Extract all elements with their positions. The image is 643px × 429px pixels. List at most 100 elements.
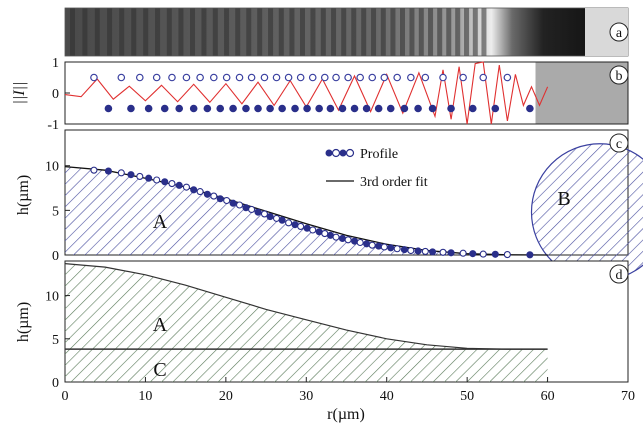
panel-c-profile-point bbox=[375, 242, 383, 250]
panel-d-region-a-label: A bbox=[153, 314, 168, 336]
panel-b-filled-marker bbox=[400, 104, 409, 113]
panel-b-filled-marker bbox=[242, 104, 250, 113]
panel-d-ylabel: h(µm) bbox=[15, 302, 32, 342]
panel-c-profile-point bbox=[210, 192, 218, 200]
panel-b-filled-marker bbox=[526, 104, 534, 113]
panel-c-profile-point bbox=[338, 234, 347, 243]
panel-b-filled-marker bbox=[468, 104, 477, 113]
panel-b-ylabel: ||I|| bbox=[11, 82, 28, 105]
panel-b-filled-marker bbox=[491, 104, 500, 113]
panel-b-filled-marker bbox=[362, 104, 371, 113]
panel-b-open-marker bbox=[168, 73, 176, 82]
stripe bbox=[331, 8, 337, 56]
panel-c-profile-point bbox=[479, 250, 487, 258]
panel-c-profile-point bbox=[203, 190, 211, 198]
panel-b-open-marker bbox=[407, 73, 415, 82]
panel-c-profile-point bbox=[368, 241, 376, 249]
panel-b-filled-marker bbox=[189, 104, 198, 113]
y-tick-label: 10 bbox=[45, 290, 59, 305]
panel-a-label-circle bbox=[609, 22, 629, 42]
panel-c-profile-point bbox=[332, 233, 340, 241]
stripe bbox=[155, 8, 161, 56]
panel-b-filled-marker bbox=[127, 104, 135, 113]
panel-c-profile-point bbox=[459, 249, 467, 257]
stripe bbox=[82, 8, 88, 56]
stripe bbox=[341, 8, 347, 56]
panel-b-open-marker bbox=[235, 73, 244, 82]
panel-b-open-marker bbox=[296, 73, 305, 82]
panel-b-line-series bbox=[64, 61, 549, 125]
legend-fit-label: 3rd order fit bbox=[360, 175, 428, 190]
panel-c-profile-point bbox=[297, 222, 305, 230]
panel-b-filled-marker bbox=[160, 104, 169, 113]
stripe bbox=[472, 8, 478, 56]
panel-d-hatched-area bbox=[65, 263, 548, 382]
panel-b-open-marker bbox=[503, 73, 512, 82]
panel-c-profile-point bbox=[421, 247, 429, 255]
panel-d-region-c-label: C bbox=[153, 359, 166, 381]
x-tick-label: 70 bbox=[621, 389, 635, 404]
panel-c-label: c bbox=[616, 137, 622, 152]
panel-b-open-marker bbox=[135, 73, 144, 82]
panel-c-profile-point bbox=[526, 251, 534, 259]
y-tick-label: 10 bbox=[45, 160, 59, 175]
panel-b-filled-marker bbox=[291, 104, 299, 113]
panel-b-filled-marker bbox=[315, 104, 323, 113]
panel-c-profile-point bbox=[153, 176, 161, 184]
stripe bbox=[418, 8, 424, 56]
legend-marker-4 bbox=[345, 148, 355, 158]
panel-c-profile-point bbox=[387, 244, 395, 252]
panel-c-profile-point bbox=[469, 250, 477, 258]
stripe bbox=[380, 8, 386, 56]
panel-c-profile-point bbox=[414, 247, 422, 255]
x-tick-label: 0 bbox=[62, 389, 69, 404]
panel-c-profile-point bbox=[407, 246, 415, 255]
stripe bbox=[246, 8, 252, 56]
x-tick-label: 20 bbox=[219, 389, 233, 404]
stripe bbox=[257, 8, 263, 56]
panel-d-xlabel: r(µm) bbox=[327, 406, 365, 423]
panel-b-open-marker bbox=[260, 73, 269, 82]
panel-c-region-a-label: A bbox=[153, 211, 168, 233]
panel-b-open-marker bbox=[380, 73, 389, 82]
panel-b-filled-marker bbox=[254, 104, 262, 113]
stripe bbox=[178, 8, 184, 56]
panel-c-profile-point bbox=[190, 186, 198, 194]
panel-b-open-marker bbox=[117, 73, 126, 82]
stripe bbox=[235, 8, 241, 56]
panel-b-open-marker bbox=[90, 73, 98, 82]
panel-c-profile-point bbox=[266, 213, 274, 221]
panel-b-filled-marker bbox=[374, 104, 383, 113]
panel-b-filled-marker bbox=[104, 104, 113, 113]
panel-c-profile-point bbox=[145, 174, 153, 182]
panel-b-open-marker bbox=[272, 73, 281, 82]
panel-b-open-marker bbox=[439, 73, 447, 82]
stripe bbox=[300, 8, 305, 56]
stripe bbox=[320, 8, 326, 56]
panel-b-open-marker bbox=[356, 73, 364, 82]
stripe bbox=[70, 8, 75, 56]
stripe bbox=[361, 8, 367, 56]
panel-c-series bbox=[64, 165, 548, 259]
panel-c-profile-point bbox=[229, 199, 237, 207]
panel-c-profile-point bbox=[248, 205, 256, 214]
stripe bbox=[212, 8, 218, 56]
panel-c-profile-point bbox=[400, 246, 408, 254]
panel-c-profile-point bbox=[447, 249, 455, 257]
panel-c-profile-point bbox=[439, 248, 447, 256]
panel-c-profile-point bbox=[309, 226, 317, 234]
x-tick-label: 40 bbox=[380, 389, 394, 404]
panel-c-profile-point bbox=[491, 250, 499, 258]
stripe bbox=[428, 8, 434, 56]
legend-marker-2 bbox=[331, 148, 341, 158]
panel-c-profile-point bbox=[285, 219, 293, 227]
panel-c-profile-point bbox=[356, 238, 364, 247]
y-tick-label: 0 bbox=[52, 376, 59, 391]
stripe bbox=[166, 8, 172, 56]
stripe bbox=[131, 8, 137, 56]
panel-c-profile-point bbox=[278, 216, 286, 224]
y-tick-label: 0 bbox=[52, 87, 59, 102]
panel-b-filled-marker bbox=[414, 104, 422, 113]
stripe bbox=[400, 8, 405, 56]
stripe bbox=[278, 8, 284, 56]
